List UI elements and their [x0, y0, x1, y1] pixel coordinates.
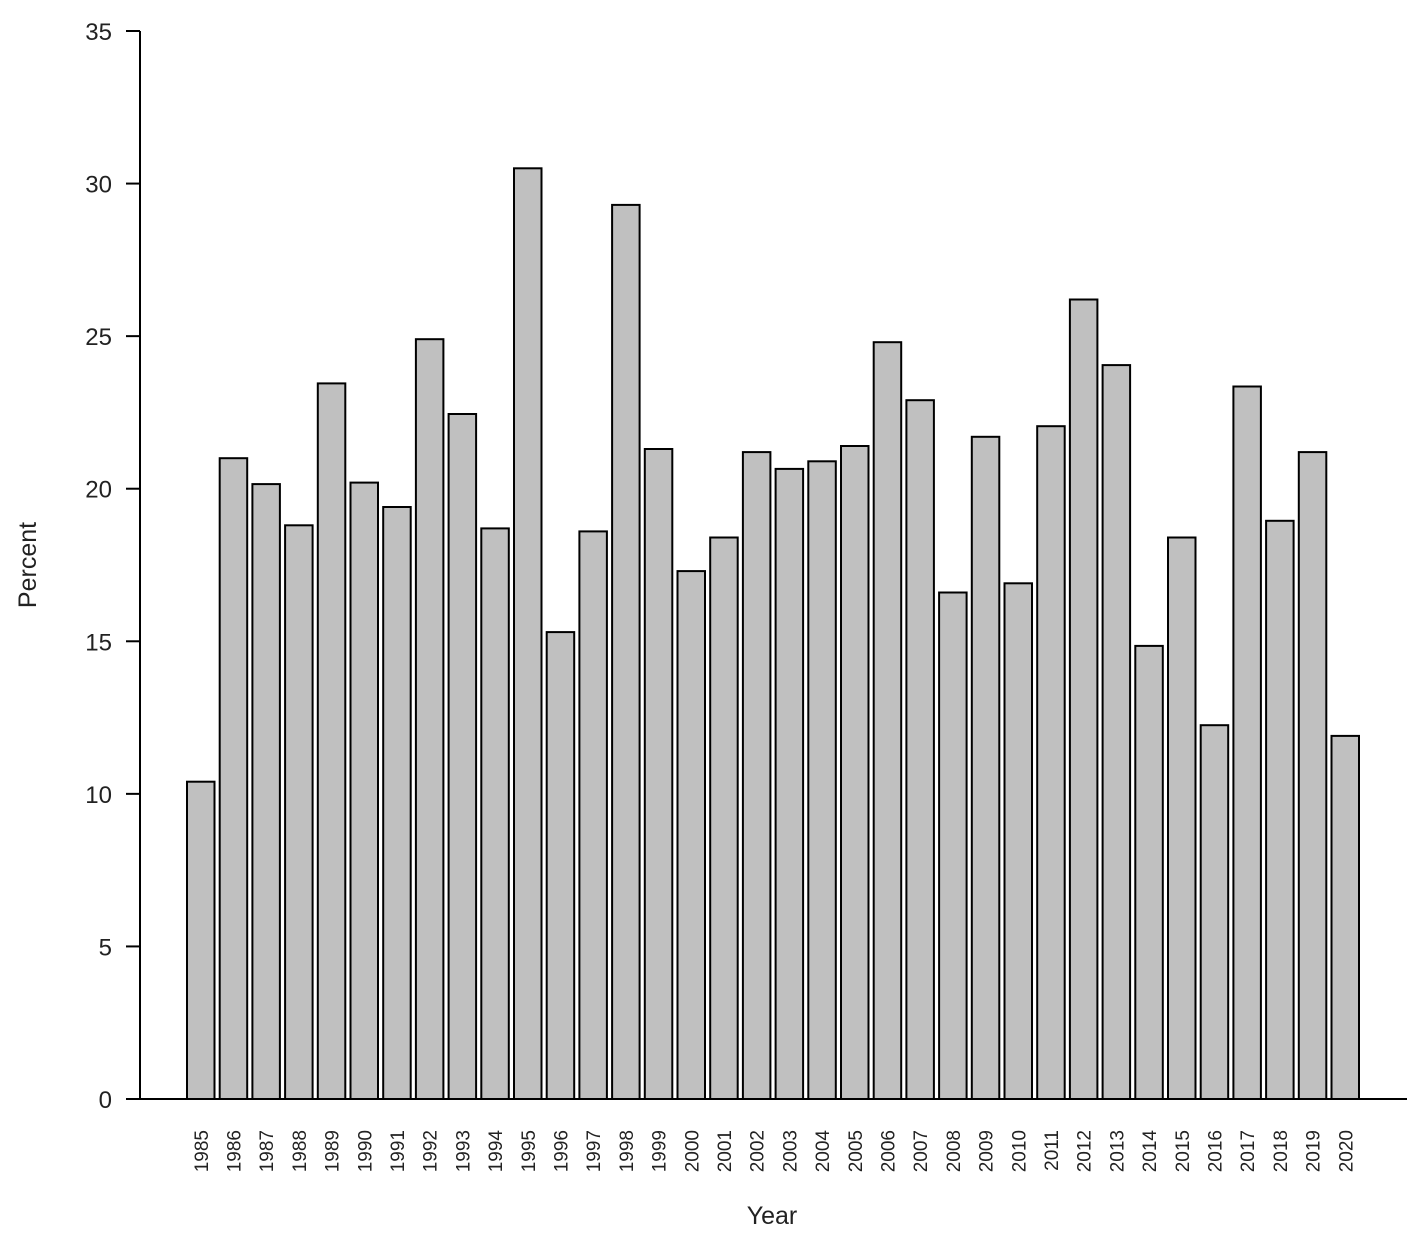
bar-2012: [1068, 298, 1099, 1100]
bar-2019: [1297, 451, 1328, 1101]
bar-2005: [840, 445, 870, 1100]
bar-2009: [970, 435, 1001, 1100]
x-tick-label-2016: 2016: [1206, 1130, 1227, 1172]
y-tick-label-30: 30: [85, 172, 112, 199]
x-tick-label-2005: 2005: [846, 1130, 867, 1172]
y-tick-label-10: 10: [85, 782, 112, 809]
bar-1995: [513, 167, 543, 1101]
x-tick-label-2011: 2011: [1042, 1130, 1063, 1171]
x-tick-label-1989: 1989: [323, 1130, 344, 1172]
bar-2004: [807, 460, 837, 1100]
x-tick-label-2012: 2012: [1075, 1130, 1096, 1172]
x-tick-label-2004: 2004: [813, 1130, 834, 1173]
x-tick-label-2006: 2006: [879, 1130, 900, 1172]
x-tick-label-1997: 1997: [584, 1130, 605, 1172]
y-axis: 0 5 10 15 20 25 30 35: [85, 19, 141, 1114]
x-tick-label-1998: 1998: [617, 1130, 638, 1172]
bar-2006: [872, 341, 903, 1100]
x-tick-label-2018: 2018: [1271, 1130, 1292, 1172]
bar-2020: [1330, 734, 1360, 1101]
y-tick-label-35: 35: [85, 19, 112, 46]
bar-1992: [414, 338, 445, 1100]
x-axis-title: Year: [747, 1202, 798, 1230]
bar-1985: [186, 780, 216, 1100]
bar-2007: [905, 399, 935, 1100]
x-tick-label-2001: 2001: [715, 1130, 736, 1172]
bar-1997: [578, 530, 608, 1100]
bar-1989: [316, 382, 347, 1100]
bar-2001: [709, 536, 739, 1100]
x-tick-label-2017: 2017: [1238, 1130, 1259, 1172]
bar-2017: [1232, 385, 1262, 1100]
bar-1987: [251, 483, 281, 1101]
bar-2003: [774, 467, 805, 1100]
bar-2011: [1036, 425, 1066, 1100]
y-tick-label-5: 5: [99, 934, 112, 961]
x-tick-label-1992: 1992: [421, 1130, 442, 1172]
x-tick-label-1985: 1985: [192, 1130, 213, 1172]
x-tick-label-2007: 2007: [911, 1130, 932, 1172]
x-tick-label-1986: 1986: [224, 1130, 245, 1172]
bar-1998: [611, 203, 641, 1100]
bar-2000: [676, 570, 706, 1100]
bar-2014: [1134, 644, 1164, 1101]
x-tick-label-2013: 2013: [1107, 1130, 1128, 1172]
bar-1988: [284, 524, 314, 1100]
bar-2018: [1265, 519, 1295, 1100]
y-tick-label-0: 0: [99, 1087, 112, 1114]
y-axis-title: Percent: [14, 522, 42, 608]
bar-2002: [741, 451, 772, 1101]
x-tick-label-1993: 1993: [453, 1130, 474, 1172]
x-tick-label-2003: 2003: [780, 1130, 801, 1172]
x-tick-label-1990: 1990: [355, 1130, 376, 1172]
x-axis: 1985 1986 1987 1988 1989 1990 1991 1992 1993 1994…: [140, 1098, 1407, 1173]
x-tick-label-2000: 2000: [682, 1130, 703, 1172]
x-tick-label-1991: 1991: [388, 1130, 409, 1172]
bars-group: [186, 167, 1360, 1101]
x-tick-label-1995: 1995: [519, 1130, 540, 1172]
bar-2008: [938, 591, 968, 1100]
y-tick-label-15: 15: [85, 629, 112, 656]
x-tick-label-2015: 2015: [1173, 1130, 1194, 1172]
bar-1991: [382, 506, 412, 1100]
bar-1993: [447, 413, 478, 1100]
bar-1994: [480, 527, 510, 1100]
x-tick-label-2002: 2002: [748, 1130, 769, 1172]
y-tick-label-20: 20: [85, 477, 112, 504]
x-tick-label-2020: 2020: [1336, 1130, 1357, 1172]
bar-1986: [218, 457, 249, 1100]
x-tick-label-1996: 1996: [552, 1130, 573, 1172]
bar-1990: [349, 481, 379, 1101]
x-tick-label-2014: 2014: [1140, 1130, 1161, 1173]
bar-2010: [1003, 582, 1033, 1100]
x-tick-label-2019: 2019: [1304, 1130, 1325, 1172]
y-tick-label-25: 25: [85, 324, 112, 351]
bar-2015: [1167, 536, 1197, 1100]
bar-2013: [1101, 364, 1132, 1101]
x-tick-label-1988: 1988: [290, 1130, 311, 1172]
bar-2016: [1199, 724, 1230, 1100]
x-tick-label-2009: 2009: [977, 1130, 998, 1172]
x-tick-label-1987: 1987: [257, 1130, 278, 1172]
x-tick-label-2010: 2010: [1009, 1130, 1030, 1172]
x-tick-label-1999: 1999: [650, 1130, 671, 1172]
bar-1999: [643, 448, 674, 1100]
bar-1996: [545, 631, 576, 1100]
x-tick-label-1994: 1994: [486, 1130, 507, 1173]
x-tick-label-2008: 2008: [944, 1130, 965, 1172]
